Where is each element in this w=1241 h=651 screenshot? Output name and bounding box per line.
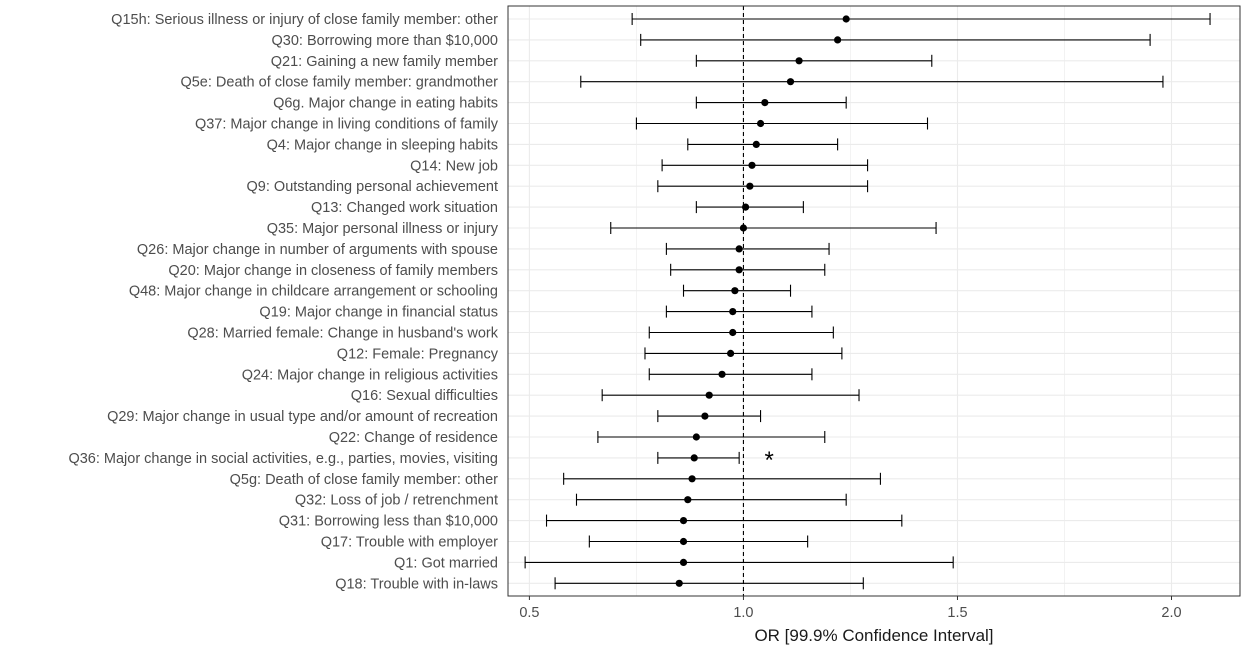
forest-row	[597, 431, 826, 443]
forest-row	[601, 389, 860, 402]
forest-row	[648, 326, 834, 339]
or-point	[679, 537, 688, 546]
or-point	[690, 454, 698, 462]
or-point	[692, 433, 700, 441]
category-label: Q26: Major change in number of arguments…	[137, 242, 498, 258]
category-label: Q32: Loss of job / retrenchment	[295, 493, 498, 509]
x-axis-ticks: 0.5 1.0 1.5 2.0	[519, 596, 1182, 621]
forest-row	[635, 117, 929, 130]
category-label: Q48: Major change in childcare arrangeme…	[129, 284, 498, 300]
or-point	[795, 57, 803, 65]
category-label: Q15h: Serious illness or injury of close…	[111, 12, 498, 28]
category-label: Q36: Major change in social activities, …	[68, 451, 498, 467]
forest-row	[657, 451, 740, 464]
or-point	[726, 349, 735, 357]
forest-row	[687, 138, 839, 151]
forest-row	[610, 222, 937, 234]
category-label: Q13: Changed work situation	[311, 200, 498, 216]
category-label: Q37: Major change in living conditions o…	[195, 117, 499, 133]
category-label: Q17: Trouble with employer	[321, 535, 498, 551]
or-point	[735, 245, 743, 253]
or-point	[729, 328, 737, 337]
or-point	[842, 15, 850, 23]
or-point	[679, 558, 688, 567]
or-point	[735, 266, 743, 274]
or-point	[786, 78, 795, 86]
forest-row	[695, 54, 933, 67]
forest-row	[661, 159, 869, 172]
or-point	[684, 496, 692, 504]
category-label: Q28: Married female: Change in husband's…	[187, 326, 498, 342]
forest-row	[588, 535, 809, 548]
panel-border	[507, 5, 1241, 597]
or-point	[752, 140, 760, 148]
forest-row	[545, 514, 903, 527]
forest-row	[580, 75, 1164, 88]
category-label: Q24: Major change in religious activitie…	[242, 367, 498, 383]
or-point	[705, 391, 713, 399]
category-label: Q22: Change of residence	[329, 430, 498, 446]
forest-row	[644, 347, 843, 360]
category-label: Q6g. Major change in eating habits	[273, 96, 498, 112]
or-point	[834, 36, 842, 44]
or-point	[756, 119, 765, 128]
category-label: Q5e: Death of close family member: grand…	[180, 75, 498, 91]
category-label: Q12: Female: Pregnancy	[337, 346, 499, 362]
or-point	[761, 99, 769, 107]
category-label: Q19: Major change in financial status	[259, 305, 498, 321]
category-label: Q29: Major change in usual type and/or a…	[107, 409, 498, 425]
category-label: Q30: Borrowing more than $10,000	[272, 33, 499, 49]
annotation-layer: *	[764, 447, 773, 474]
forest-row	[575, 493, 847, 506]
or-point	[746, 182, 754, 190]
or-point	[718, 370, 726, 378]
or-point	[688, 475, 696, 483]
forest-row	[563, 472, 881, 485]
or-point	[701, 412, 709, 420]
point-layer	[675, 15, 850, 587]
category-label: Q4: Major change in sleeping habits	[267, 137, 498, 153]
errorbar-layer	[524, 13, 1211, 590]
category-labels: Q15h: Serious illness or injury of close…	[68, 12, 498, 592]
category-label: Q9: Outstanding personal achievement	[247, 179, 498, 195]
significance-marker: *	[764, 447, 773, 474]
forest-row	[665, 242, 830, 255]
forest-row	[657, 180, 869, 193]
category-label: Q1: Got married	[394, 555, 498, 571]
category-label: Q5g: Death of close family member: other	[230, 472, 499, 488]
or-point	[679, 517, 688, 525]
forest-row	[554, 577, 864, 590]
forest-row	[648, 368, 813, 381]
category-label: Q31: Borrowing less than $10,000	[279, 514, 498, 530]
category-label: Q16: Sexual difficulties	[351, 388, 498, 404]
forest-row	[670, 263, 826, 276]
forest-row	[631, 13, 1211, 25]
x-tick-label: 1.0	[733, 605, 753, 621]
forest-row	[665, 305, 813, 318]
category-label: Q35: Major personal illness or injury	[267, 221, 499, 237]
x-tick-label: 1.5	[947, 605, 967, 621]
or-point	[748, 161, 756, 169]
x-tick-label: 0.5	[519, 605, 539, 621]
forest-row	[657, 410, 762, 423]
or-point	[675, 579, 683, 587]
or-point	[731, 287, 739, 295]
category-label: Q20: Major change in closeness of family…	[168, 263, 498, 279]
or-point	[729, 308, 737, 316]
forest-row	[695, 96, 847, 109]
forest-row	[695, 201, 804, 214]
category-label: Q21: Gaining a new family member	[271, 54, 498, 70]
or-point	[741, 203, 750, 211]
category-label: Q18: Trouble with in-laws	[335, 576, 498, 592]
x-tick-label: 2.0	[1161, 605, 1181, 621]
forest-row	[640, 33, 1151, 46]
or-point	[739, 224, 748, 232]
forest-row	[524, 556, 954, 569]
x-axis-title: OR [99.9% Confidence Interval]	[754, 626, 993, 645]
category-label: Q14: New job	[410, 158, 498, 174]
